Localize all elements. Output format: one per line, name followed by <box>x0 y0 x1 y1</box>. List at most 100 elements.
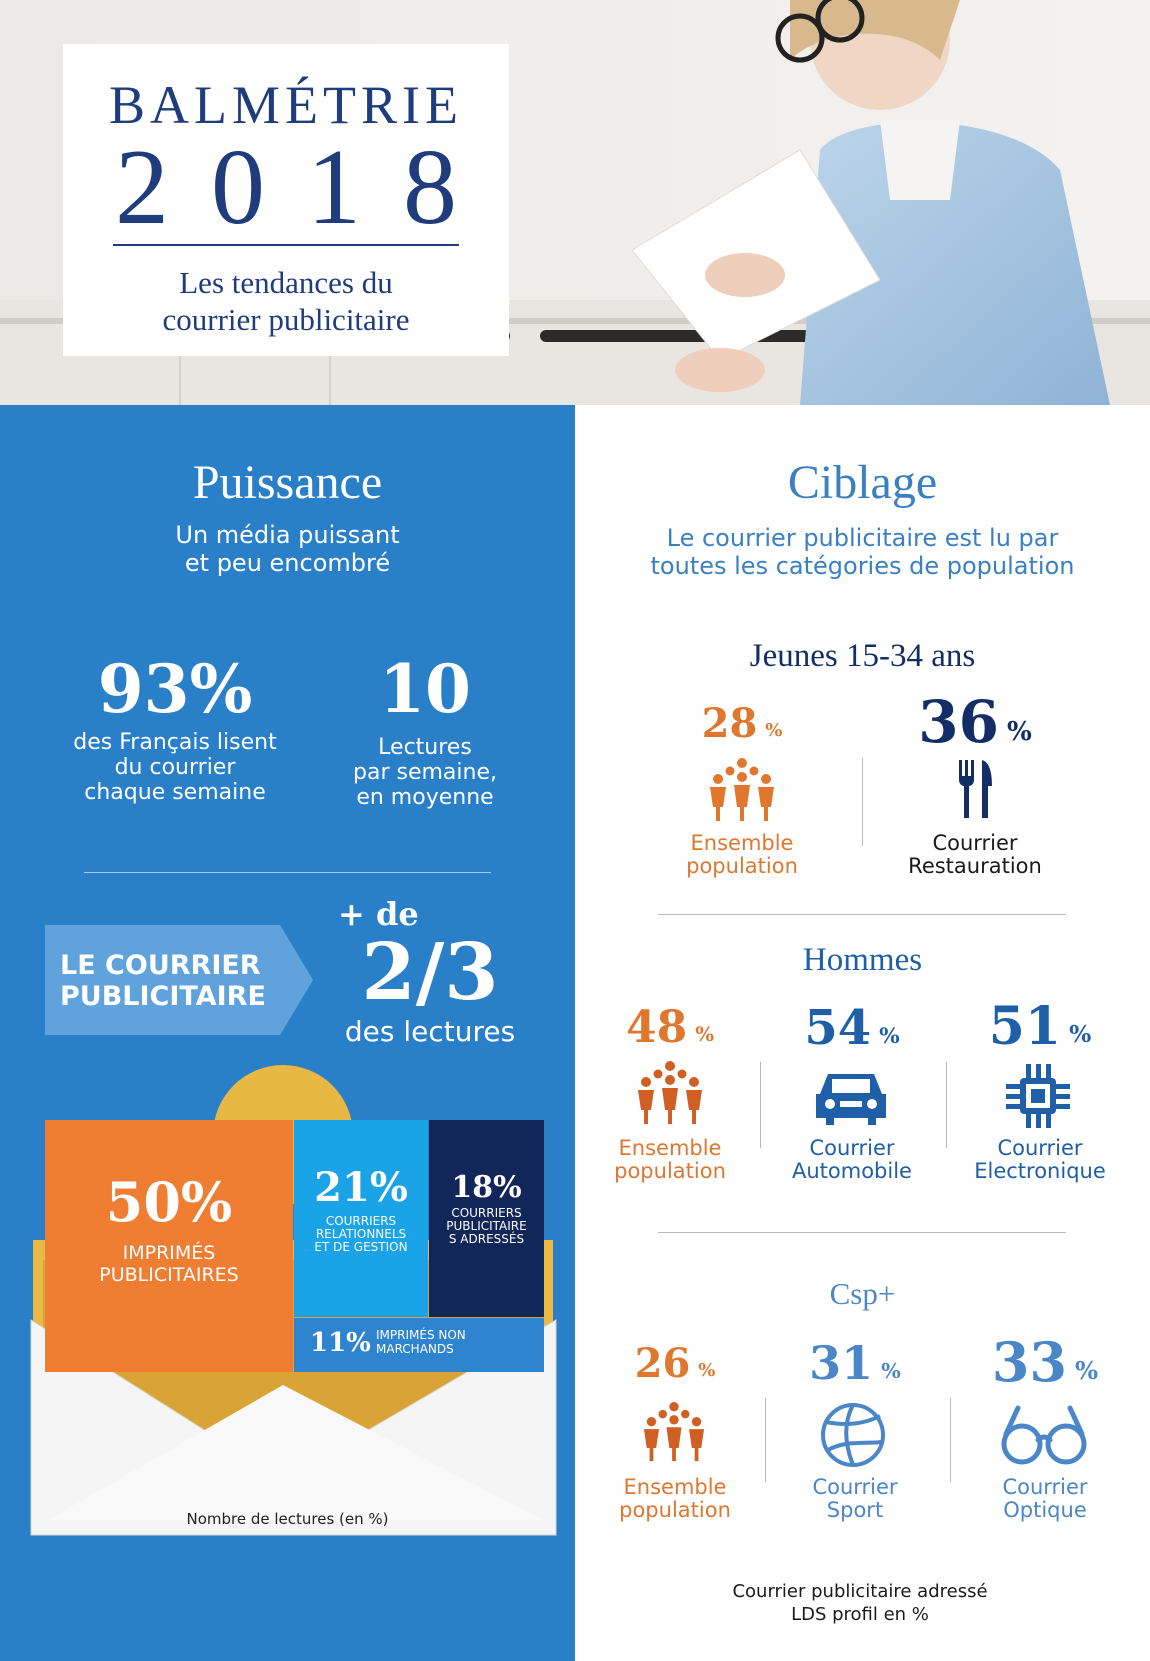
arrow-banner-line-1: LE COURRIER <box>60 950 261 981</box>
des-lectures-text: des lectures <box>344 1015 516 1048</box>
csp-sport-value: 31% <box>780 1336 930 1390</box>
subtitle-line-1: Les tendances du <box>179 265 393 300</box>
arrow-banner <box>45 925 313 1035</box>
tile-50-label-line-2: PUBLICITAIRES <box>99 1264 239 1286</box>
tile-50-value: 50% <box>105 1170 233 1234</box>
value-number: 31 <box>809 1336 874 1390</box>
group-csp-title: Csp+ <box>829 1276 896 1311</box>
label-line-2: Sport <box>826 1498 884 1522</box>
label-line-1: Courrier <box>1002 1475 1088 1499</box>
stat-readers-label: des Français lisent du courrier chaque s… <box>60 730 290 805</box>
label-line-2: Electronique <box>974 1159 1106 1183</box>
footer-note: Courrier publicitaire adressé LDS profil… <box>690 1580 1030 1626</box>
value-number: 33 <box>991 1330 1068 1394</box>
column-divider <box>946 1062 947 1148</box>
column-divider <box>760 1062 761 1148</box>
puissance-panel: Puissance Un média puissant et peu encom… <box>0 405 575 1661</box>
stat-readings-label-line-2: par semaine, <box>353 760 497 785</box>
csp-optique-label: Courrier Optique <box>960 1476 1130 1522</box>
label-line-1: Courrier <box>809 1136 895 1160</box>
stat-readings-label-line-3: en moyenne <box>356 785 494 810</box>
csp-ensemble-label: Ensemble population <box>600 1476 750 1522</box>
brand-title: BALMÉTRIE <box>109 75 463 135</box>
label-line-2: population <box>614 1159 726 1183</box>
jeunes-ensemble-value: 28% <box>662 700 822 747</box>
arrow-banner-line-2: PUBLICITAIRE <box>60 981 266 1012</box>
csp-optique-value: 33% <box>960 1330 1130 1394</box>
tile-50-label-line-1: IMPRIMÉS <box>122 1242 216 1264</box>
label-line-1: Ensemble <box>690 831 794 855</box>
tile-11-value: 11% <box>310 1328 371 1358</box>
value-unit: % <box>881 1358 901 1383</box>
population-icon <box>638 1061 702 1124</box>
ciblage-subtitle-line-1: Le courrier publicitaire est lu par <box>666 524 1059 552</box>
column-divider <box>950 1398 951 1482</box>
tile-imprimes-publicitaires: 50% IMPRIMÉS PUBLICITAIRES <box>45 1120 293 1372</box>
hommes-electronique-label: Courrier Electronique <box>960 1137 1120 1183</box>
two-thirds-value: 2/3 <box>361 927 499 1018</box>
label-line-1: Courrier <box>932 831 1018 855</box>
value-unit: % <box>695 1021 715 1046</box>
arrow-banner-text: LE COURRIER PUBLICITAIRE <box>60 950 300 1012</box>
tile-21-value: 21% <box>314 1164 408 1211</box>
label-line-1: Courrier <box>997 1136 1083 1160</box>
value-unit: % <box>1069 1020 1092 1049</box>
tile-21-label: COURRIERS RELATIONNELS ET DE GESTION <box>294 1215 428 1254</box>
tile-11-label-line-2: MARCHANDS <box>376 1342 454 1356</box>
column-divider <box>765 1398 766 1482</box>
label-line-1: Ensemble <box>618 1136 722 1160</box>
volleyball-icon <box>821 1403 885 1467</box>
group-jeunes-title: Jeunes 15-34 ans <box>749 638 976 674</box>
glasses-icon <box>1001 1405 1087 1465</box>
label-line-2: population <box>686 854 798 878</box>
tile-50-label: IMPRIMÉS PUBLICITAIRES <box>45 1242 293 1286</box>
hommes-ensemble-label: Ensemble population <box>595 1137 745 1183</box>
value-number: 48 <box>625 1002 688 1053</box>
value-number: 51 <box>988 996 1062 1057</box>
value-number: 54 <box>804 1000 872 1056</box>
title-card: BALMÉTRIE 2018 Les tendances du courrier… <box>63 44 509 356</box>
label-line-2: Automobile <box>792 1159 912 1183</box>
label-line-1: Courrier <box>812 1475 898 1499</box>
stat-readers-label-line-3: chaque semaine <box>84 780 266 805</box>
car-icon <box>816 1074 886 1125</box>
puissance-subtitle-line-1: Un média puissant <box>175 521 400 549</box>
plus-de-text: + de <box>338 895 419 933</box>
hommes-ensemble-value: 48% <box>595 1002 745 1053</box>
group-hommes-title: Hommes <box>802 942 923 978</box>
tile-18-label-line-3: S ADRESSÉS <box>448 1232 525 1246</box>
tile-18-label: COURRIERS PUBLICITAIRE S ADRESSÉS <box>429 1207 544 1246</box>
jeunes-restauration-value: 36% <box>885 688 1065 756</box>
group-divider <box>658 1232 1066 1233</box>
population-icon <box>710 758 774 821</box>
chip-icon <box>1006 1064 1070 1128</box>
tile-18-label-line-2: PUBLICITAIRE <box>446 1219 527 1233</box>
stat-readers-label-line-1: des Français lisent <box>73 730 277 755</box>
label-line-2: Optique <box>1003 1498 1087 1522</box>
hommes-electronique-value: 51% <box>960 996 1120 1057</box>
stat-readers-value: 93% <box>97 650 253 728</box>
tile-18-value: 18% <box>451 1170 522 1205</box>
tile-21-label-line-2: RELATIONNELS <box>315 1227 407 1241</box>
hommes-automobile-value: 54% <box>777 1000 927 1056</box>
value-unit: % <box>765 719 783 741</box>
tile-18-label-line-1: COURRIERS <box>451 1206 522 1220</box>
csp-sport-label: Courrier Sport <box>780 1476 930 1522</box>
subtitle: Les tendances du courrier publicitaire <box>83 264 489 338</box>
envelope-icon <box>30 1065 557 1536</box>
stat-readings-label: Lectures par semaine, en moyenne <box>320 735 530 810</box>
value-number: 26 <box>634 1340 691 1387</box>
value-unit: % <box>1075 1356 1099 1386</box>
year-title: 2018 <box>115 128 499 247</box>
jeunes-restauration-label: Courrier Restauration <box>885 832 1065 878</box>
tile-courriers-adresses: 18% COURRIERS PUBLICITAIRE S ADRESSÉS <box>429 1120 544 1317</box>
puissance-subtitle: Un média puissant et peu encombré <box>0 521 575 577</box>
ciblage-subtitle: Le courrier publicitaire est lu par tout… <box>575 524 1150 580</box>
column-divider <box>862 758 863 846</box>
ciblage-subtitle-line-2: toutes les catégories de population <box>650 552 1075 580</box>
value-number: 36 <box>918 688 999 756</box>
label-line-2: population <box>619 1498 731 1522</box>
section-divider <box>84 872 491 873</box>
stat-readings-value: 10 <box>379 650 471 728</box>
puissance-title: Puissance <box>192 456 383 509</box>
